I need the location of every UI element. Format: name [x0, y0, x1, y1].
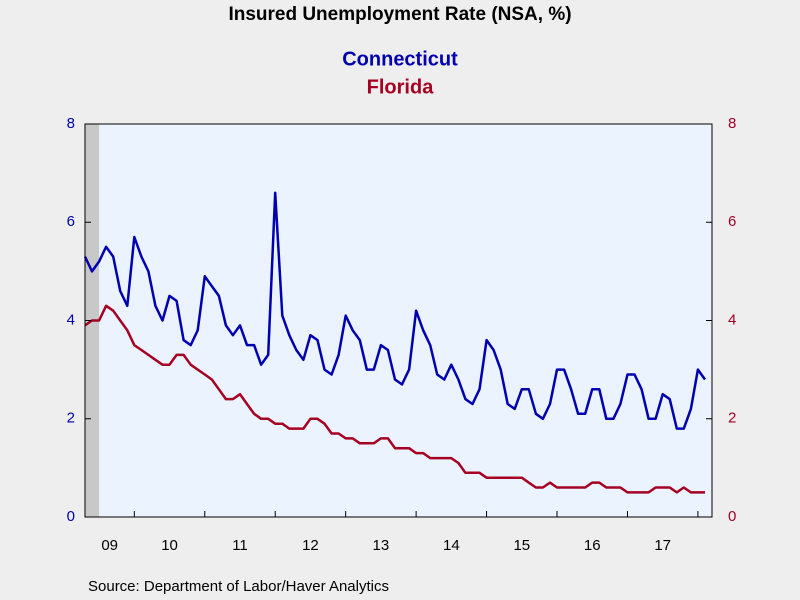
y2-tick-label: 0: [728, 508, 736, 525]
y2-tick-label: 6: [728, 213, 736, 230]
x-tick-label: 12: [302, 537, 319, 554]
y-tick-label: 8: [67, 115, 75, 132]
x-tick-label: 15: [513, 537, 530, 554]
y-tick-label: 0: [67, 508, 75, 525]
x-tick-label: 09: [101, 537, 118, 554]
y-tick-label: 2: [67, 410, 75, 427]
x-tick-label: 10: [161, 537, 178, 554]
y-tick-label: 4: [67, 311, 75, 328]
y-tick-label: 6: [67, 213, 75, 230]
x-tick-label: 16: [584, 537, 601, 554]
y2-tick-label: 4: [728, 311, 736, 328]
source: Source: Department of Labor/Haver Analyt…: [88, 578, 389, 595]
legend-entry: Connecticut: [342, 48, 458, 70]
x-tick-label: 13: [373, 537, 390, 554]
plot-area: [85, 124, 712, 517]
y2-tick-label: 8: [728, 115, 736, 132]
y2-tick-label: 2: [728, 410, 736, 427]
x-tick-label: 11: [232, 537, 248, 554]
chart-title: Insured Unemployment Rate (NSA, %): [228, 4, 571, 25]
x-tick-label: 14: [443, 537, 460, 554]
series-line: [83, 191, 707, 430]
legend-entry: Florida: [367, 76, 435, 98]
x-tick-label: 17: [654, 537, 671, 554]
series-line: [84, 304, 705, 494]
